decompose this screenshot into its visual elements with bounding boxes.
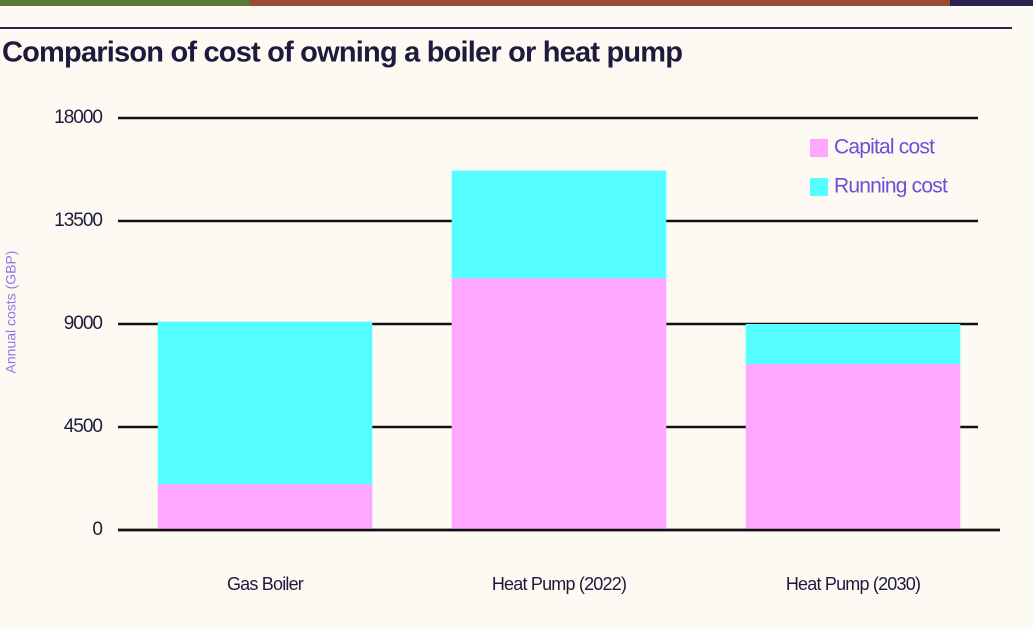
x-tick-label: Heat Pump (2030): [786, 574, 920, 594]
y-tick-label: 0: [92, 519, 102, 540]
bar-segment: [745, 324, 961, 365]
legend-swatch: [810, 139, 828, 157]
legend-label: Capital cost: [834, 136, 935, 159]
bar-segment: [451, 278, 667, 530]
y-tick-label: 13500: [54, 210, 102, 231]
legend-label: Running cost: [834, 175, 948, 198]
y-tick-label: 9000: [64, 313, 103, 334]
y-tick-label: 4500: [64, 416, 103, 437]
chart-title: Comparison of cost of owning a boiler or…: [2, 37, 682, 69]
bar-segment: [745, 364, 961, 530]
bar-segment: [157, 321, 373, 485]
legend-swatch: [810, 178, 828, 196]
y-tick-label: 18000: [54, 107, 102, 128]
y-axis-label: Annual costs (GBP): [3, 251, 19, 374]
photo-strip: [0, 0, 250, 6]
photo-strip: [950, 0, 1033, 6]
x-tick-label: Gas Boiler: [227, 574, 304, 594]
x-tick-label: Heat Pump (2022): [492, 574, 626, 594]
bar-segment: [157, 484, 373, 530]
bar-segment: [451, 170, 667, 279]
photo-strip: [250, 0, 950, 6]
